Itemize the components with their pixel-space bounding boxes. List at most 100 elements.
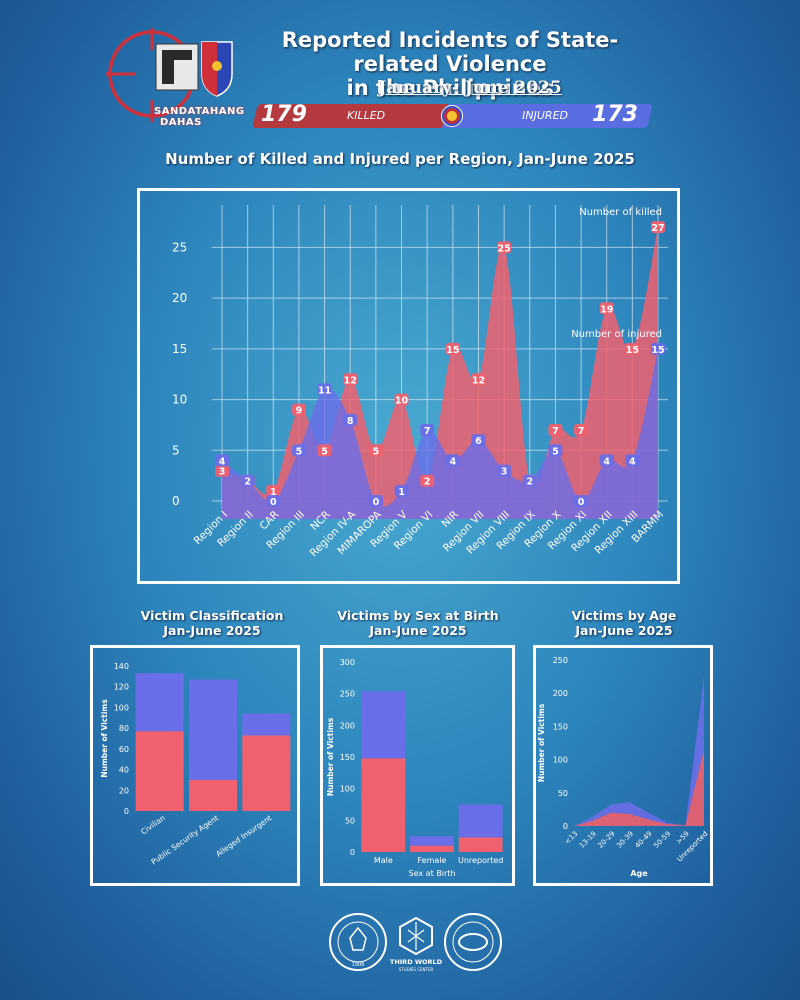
injured-point <box>599 454 614 467</box>
killed-point <box>548 424 563 436</box>
age-panel: 0 50 100 150 200 250 <13 13-19 20-29 30-39 40-49 50… <box>533 645 713 886</box>
killed-point <box>625 342 640 355</box>
y-tick-label: 40 <box>119 766 129 775</box>
injured-data-label: 1 <box>398 487 405 498</box>
main-chart-panel: 051015202532195125102151225277191527Numb… <box>137 188 680 584</box>
injured-data-label: 6 <box>475 436 482 447</box>
injured-point <box>368 495 383 507</box>
killed-label: KILLED <box>347 109 386 122</box>
injured-data-label: 5 <box>296 446 303 457</box>
killed-data-label: 2 <box>424 477 431 488</box>
injured-point <box>471 434 486 447</box>
injured-point <box>215 454 229 467</box>
injured-data-label: 2 <box>526 477 533 488</box>
x-tick-label: 40-49 <box>634 830 654 850</box>
y-tick-label: 60 <box>119 745 129 754</box>
age-title-line2: Jan-June 2025 <box>575 623 673 638</box>
killed-bar <box>410 845 454 852</box>
injured-data-label: 7 <box>424 426 431 437</box>
classification-title: Victim Classification Jan-June 2025 <box>112 608 312 638</box>
killed-bar <box>189 779 237 811</box>
injured-data-label: 15 <box>651 345 664 356</box>
injured-point <box>420 424 435 436</box>
killed-data-label: 5 <box>373 446 380 457</box>
up-seal-icon: 1908 <box>329 913 387 971</box>
injured-point <box>266 495 281 507</box>
injured-total: 173 <box>592 102 638 127</box>
injured-point <box>291 444 306 457</box>
killed-bar <box>135 731 184 811</box>
killed-data-label: 1 <box>270 487 277 498</box>
x-tick-label: <13 <box>563 830 579 846</box>
y-tick-label: 50 <box>345 816 355 825</box>
injured-data-label: 4 <box>219 456 226 467</box>
sandatahang-dahas-logo: SANDATAHANG DAHAS <box>106 22 244 132</box>
crosshair-logo-icon <box>106 28 233 122</box>
killed-data-label: 7 <box>552 426 559 437</box>
injured-bar <box>410 836 454 846</box>
killed-area <box>574 749 704 826</box>
injured-bar <box>189 679 237 780</box>
region-area-chart: 051015202532195125102151225277191527Numb… <box>172 205 668 559</box>
y-tick-label: 20 <box>119 786 129 795</box>
injured-point <box>651 342 665 355</box>
killed-data-label: 3 <box>219 467 226 478</box>
injured-data-label: 0 <box>270 497 277 508</box>
org-sub: STUDIES CENTER <box>399 967 434 972</box>
page-title: Reported Incidents of State-related Viol… <box>240 28 660 100</box>
y-tick-label: 15 <box>172 342 187 356</box>
killed-point <box>215 464 229 477</box>
y-tick-label: 0 <box>563 822 568 831</box>
injured-data-label: 0 <box>373 497 380 508</box>
injured-data-label: 4 <box>450 456 457 467</box>
injured-point <box>497 464 512 477</box>
classification-title-line2: Jan-June 2025 <box>163 623 261 638</box>
killed-point <box>394 393 409 406</box>
killed-point <box>599 302 614 315</box>
killed-data-label: 25 <box>498 243 511 254</box>
x-tick-label: 50-59 <box>652 830 672 850</box>
injured-label: INJURED <box>522 109 568 122</box>
killed-bar <box>361 758 406 852</box>
killed-point <box>368 444 383 457</box>
killed-data-label: 12 <box>344 375 357 386</box>
killed-total: 179 <box>261 102 307 127</box>
y-tick-label: 120 <box>114 683 129 692</box>
y-tick-label: 5 <box>172 443 180 457</box>
injured-data-label: 5 <box>552 446 559 457</box>
killed-point <box>497 241 512 254</box>
killed-point <box>266 484 281 497</box>
sex-panel: 0 50 100 150 200 250 300 Male Female Unreported Nu… <box>320 645 515 886</box>
injured-series-label: Number of injured <box>571 329 662 340</box>
sex-bar-chart: 0 50 100 150 200 250 300 Male Female Unreported Nu… <box>326 658 503 878</box>
killed-bar <box>242 735 291 811</box>
injured-bar <box>135 673 184 732</box>
sex-title-line1: Victims by Sex at Birth <box>337 608 499 623</box>
injured-data-label: 4 <box>629 456 636 467</box>
sex-title-line2: Jan-June 2025 <box>369 623 467 638</box>
logo-text-line2: DAHAS <box>160 117 202 128</box>
injured-bar <box>361 691 406 759</box>
x-tick-label: Unreported <box>458 856 503 865</box>
killed-data-label: 7 <box>578 426 585 437</box>
killed-data-label: 19 <box>600 304 613 315</box>
injured-point <box>625 454 640 467</box>
y-tick-label: 250 <box>340 690 355 699</box>
y-tick-label: 150 <box>340 753 355 762</box>
injured-point <box>240 474 255 487</box>
killed-data-label: 15 <box>626 345 639 356</box>
injured-point <box>548 444 563 457</box>
killed-data-label: 15 <box>446 345 459 356</box>
y-tick-label: 100 <box>114 703 129 712</box>
y-tick-label: 0 <box>350 848 355 857</box>
y-axis-label: Number of Victims <box>537 703 546 782</box>
classification-panel: 0 20 40 60 80 100 120 140 Civilian Public Securit… <box>90 645 300 886</box>
tally-bar: 179 KILLED INJURED 173 <box>252 102 653 128</box>
y-tick-label: 100 <box>553 756 568 765</box>
y-tick-label: 250 <box>553 656 568 665</box>
y-tick-label: 80 <box>119 724 129 733</box>
third-world-logo-icon: THIRD WORLD STUDIES CENTER <box>390 916 443 972</box>
y-tick-label: 0 <box>172 494 180 508</box>
ph-seal-icon <box>441 105 463 127</box>
